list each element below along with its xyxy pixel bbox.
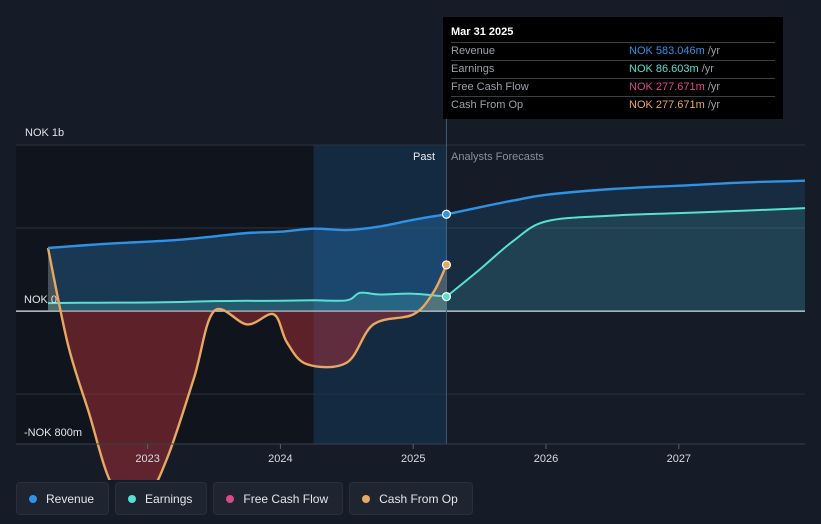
legend-label: Earnings	[145, 491, 193, 506]
chart-canvas: NOK 1b NOK 0 -NOK 800m Past Analysts For…	[16, 119, 806, 480]
legend-dot-icon	[362, 494, 371, 503]
legend-dot-icon	[29, 494, 37, 503]
revenue-area-past	[48, 214, 447, 312]
revenue-area-forecast	[446, 180, 805, 312]
marker-earnings	[441, 292, 452, 302]
revenue-line-forecast	[446, 179, 806, 216]
x-tick-label: 2023	[135, 453, 159, 465]
tooltip-unit: /yr	[707, 45, 721, 57]
legend-item-cash-from-op[interactable]: Cash From Op	[349, 482, 473, 515]
earnings-line-forecast	[445, 207, 806, 298]
tooltip-label: Revenue	[451, 45, 496, 57]
marker-revenue	[441, 209, 452, 219]
tooltip-row-free-cash-flow: Free Cash Flow NOK 277.671m /yr	[451, 78, 775, 96]
cash-from-op-area-negative	[60, 311, 419, 480]
past-label: Past	[413, 151, 435, 163]
legend-dot-icon	[128, 494, 137, 503]
tooltip-label: Cash From Op	[451, 99, 524, 111]
legend-label: Revenue	[46, 491, 95, 506]
legend-item-revenue[interactable]: Revenue	[16, 482, 110, 515]
marker-cash-from-op	[441, 260, 452, 270]
x-tick-label: 2026	[534, 453, 558, 465]
tooltip-unit: /yr	[707, 81, 721, 93]
revenue-line-past	[47, 213, 447, 250]
y-label-bottom: -NOK 800m	[24, 427, 82, 439]
tooltip-date: Mar 31 2025	[451, 26, 514, 38]
tooltip-row-cash-from-op: Cash From Op NOK 277.671m /yr	[451, 96, 775, 114]
tooltip-unit: /yr	[707, 99, 721, 111]
legend: Revenue Earnings Free Cash Flow Cash Fro…	[16, 482, 473, 515]
tooltip: Mar 31 2025 Revenue NOK 583.046m /yr Ear…	[443, 17, 783, 119]
tooltip-value: NOK 277.671m	[629, 81, 705, 93]
x-tick-label: 2025	[401, 453, 425, 465]
y-label-top: NOK 1b	[25, 127, 64, 139]
forecast-label: Analysts Forecasts	[451, 151, 544, 163]
y-label-zero: NOK 0	[24, 294, 57, 306]
legend-item-earnings[interactable]: Earnings	[115, 482, 208, 515]
earnings-line-past	[47, 291, 447, 305]
legend-label: Cash From Op	[379, 491, 458, 506]
tooltip-row-revenue: Revenue NOK 583.046m /yr	[451, 42, 775, 60]
tooltip-unit: /yr	[701, 63, 714, 75]
tooltip-value: NOK 86.603m	[629, 63, 699, 75]
x-tick-label: 2027	[667, 453, 691, 465]
legend-dot-icon	[226, 494, 235, 503]
x-tick-label: 2024	[268, 453, 292, 465]
legend-item-free-cash-flow[interactable]: Free Cash Flow	[213, 482, 344, 515]
tooltip-label: Earnings	[451, 63, 495, 75]
tooltip-row-earnings: Earnings NOK 86.603m /yr	[451, 60, 775, 78]
tooltip-label: Free Cash Flow	[451, 81, 529, 93]
tooltip-value: NOK 583.046m	[629, 45, 705, 57]
tooltip-value: NOK 277.671m	[629, 99, 705, 111]
earnings-area-forecast	[446, 208, 805, 312]
earnings-area-past	[48, 292, 447, 312]
legend-label: Free Cash Flow	[243, 491, 329, 506]
